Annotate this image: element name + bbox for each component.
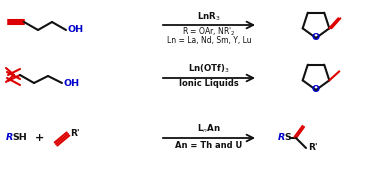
Text: O: O <box>312 34 320 42</box>
Text: Ln(OTf)$_3$: Ln(OTf)$_3$ <box>188 63 230 75</box>
Text: LnR$_3$: LnR$_3$ <box>197 11 221 23</box>
Text: R: R <box>6 133 13 143</box>
Text: SH: SH <box>12 133 27 143</box>
Text: R': R' <box>70 129 80 139</box>
Text: R: R <box>278 133 285 143</box>
Text: R = OAr, NR'$_2$: R = OAr, NR'$_2$ <box>182 26 236 38</box>
Text: R': R' <box>308 144 318 152</box>
Text: OH: OH <box>68 26 84 34</box>
Text: Ionic Liquids: Ionic Liquids <box>179 80 239 89</box>
Text: +: + <box>36 133 45 143</box>
Text: L$_n$An: L$_n$An <box>197 123 221 135</box>
Text: O: O <box>312 85 320 94</box>
Text: OH: OH <box>64 78 80 88</box>
Text: Ln = La, Nd, Sm, Y, Lu: Ln = La, Nd, Sm, Y, Lu <box>167 37 251 45</box>
Text: An = Th and U: An = Th and U <box>175 140 243 149</box>
Text: S: S <box>284 133 291 143</box>
